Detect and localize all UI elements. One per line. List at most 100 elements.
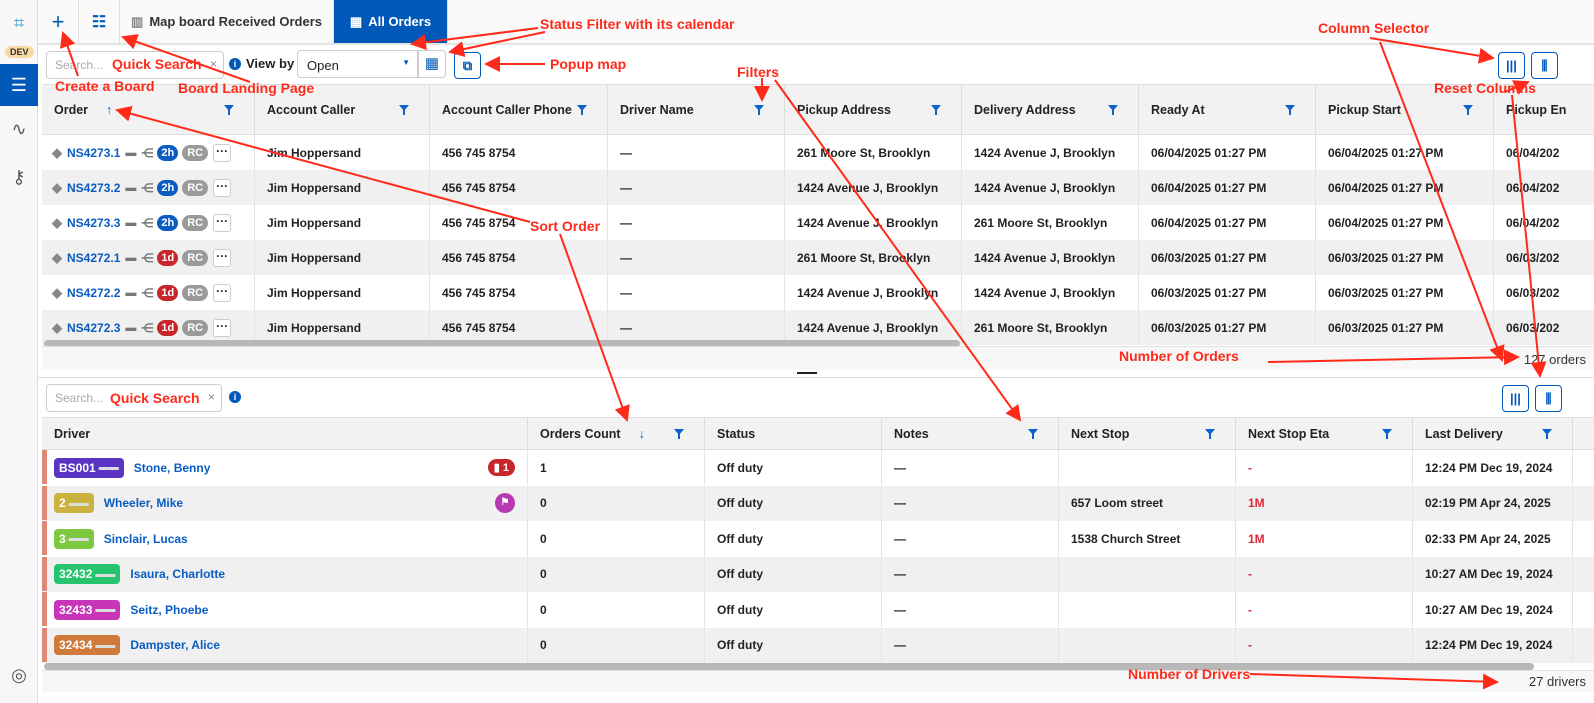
table-row[interactable]: 32434 ▬▬ Dampster, Alice 0 Off duty — -12:24 P… [42,627,1594,663]
driver-link[interactable]: Seitz, Phoebe [130,602,209,617]
sort-descending-icon[interactable]: ↓ [638,426,645,441]
split-icon: ⋲ [141,180,154,195]
filter-icon[interactable] [399,104,409,115]
filter-icon[interactable] [224,104,234,115]
filter-icon[interactable] [577,104,587,115]
table-row[interactable]: ◆ NS4273.1 ▬ ⋲ 2h RC ··· Jim Hoppersand 456 745 … [42,135,1594,170]
annotation-number-of-drivers: Number of Drivers [1128,666,1251,682]
column-header-label: Driver Name [620,102,694,117]
reset-columns-button[interactable]: ⫼ [1535,385,1562,412]
info-icon[interactable]: i [229,58,241,70]
column-header-1[interactable]: Orders Count ↓ [528,418,705,449]
view-by-select[interactable]: Open ▼ [297,50,418,78]
order-link[interactable]: NS4272.1 [67,250,121,265]
more-actions-button[interactable]: ··· [213,318,232,337]
ready-cell: 06/03/2025 01:27 PM [1139,310,1316,345]
order-link[interactable]: NS4273.3 [67,215,121,230]
column-header-6[interactable]: Last Delivery [1413,418,1573,449]
table-row[interactable]: 32432 ▬▬ Isaura, Charlotte 0 Off duty — -10:27… [42,556,1594,592]
car-icon: ▬▬ [95,568,116,580]
status-cell: Off duty [705,521,882,556]
column-header-3[interactable]: Driver Name [608,85,785,134]
drivers-search-input[interactable]: Search... × [46,384,222,412]
table-row[interactable]: ◆ NS4273.3 ▬ ⋲ 2h RC ··· Jim Hoppersand 456 745 … [42,205,1594,240]
more-actions-button[interactable]: ··· [213,248,232,267]
car-icon: ▬▬ [95,639,116,651]
more-actions-button[interactable]: ··· [213,213,232,232]
route-icon[interactable]: ∿ [11,118,27,139]
column-header-0[interactable]: Driver [42,418,528,449]
filter-icon[interactable] [674,428,684,439]
reset-columns-button[interactable]: ⫼ [1531,52,1558,79]
filter-icon[interactable] [1285,104,1295,115]
clear-icon[interactable]: × [209,57,217,71]
column-header-2[interactable]: Status [705,418,882,449]
help-icon[interactable]: ◎ [11,664,27,685]
info-icon[interactable]: i [229,391,241,403]
order-link[interactable]: NS4273.2 [67,180,121,195]
table-row[interactable]: ◆ NS4272.1 ▬ ⋲ 1d RC ··· Jim Hoppersand 456 745 … [42,240,1594,275]
splitter-handle[interactable] [797,372,817,374]
table-row[interactable]: BS001 ▬▬ Stone, Benny ▮ 1 1 Off duty — -12:24 P… [42,450,1594,485]
driver-link[interactable]: Stone, Benny [133,460,211,475]
annotation-quick-search: Quick Search [112,56,202,72]
column-header-5[interactable]: Next Stop Eta [1236,418,1413,449]
more-actions-button[interactable]: ··· [213,283,232,302]
map-icon: ▥ [131,13,144,29]
tab-map-board[interactable]: ▥ Map board Received Orders [120,0,334,43]
column-header-4[interactable]: Next Stop [1059,418,1236,449]
order-link[interactable]: NS4272.2 [67,285,121,300]
vehicle-code: 32432 [59,567,93,581]
board-landing-button[interactable]: ☷ [79,0,120,43]
column-header-2[interactable]: Account Caller Phone [430,85,608,134]
column-selector-button[interactable]: ||| [1502,385,1529,412]
driver-link[interactable]: Isaura, Charlotte [130,567,226,581]
table-row[interactable]: ◆ NS4272.2 ▬ ⋲ 1d RC ··· Jim Hoppersand 456 745 … [42,275,1594,310]
popup-map-button[interactable]: ⧉ [454,52,481,79]
drivers-scrollbar[interactable] [44,663,1534,670]
column-selector-button[interactable]: ||| [1498,52,1525,79]
order-link[interactable]: NS4273.1 [67,145,121,160]
filter-icon[interactable] [1382,428,1392,439]
filter-icon[interactable] [1028,428,1038,439]
column-header-5[interactable]: Delivery Address [962,85,1139,134]
notes-cell: — [882,450,1059,485]
filter-icon[interactable] [1542,428,1552,439]
board-icon[interactable]: ☰ [0,64,38,106]
filter-icon[interactable] [1108,104,1118,115]
orders-scrollbar[interactable] [44,340,960,346]
driver-link[interactable]: Wheeler, Mike [103,496,184,510]
next-stop-cell: 657 Loom street [1059,485,1236,521]
driver-link[interactable]: Dampster, Alice [130,638,220,652]
sort-ascending-icon[interactable]: ↑ [106,102,113,117]
table-row[interactable]: ◆ NS4273.2 ▬ ⋲ 2h RC ··· Jim Hoppersand 456 745 … [42,170,1594,205]
tab-all-orders[interactable]: ▦ All Orders [334,0,448,43]
filter-icon[interactable] [931,104,941,115]
table-row[interactable]: 3 ▬▬ Sinclair, Lucas 0 Off duty —1538 Church … [42,521,1594,556]
column-header-3[interactable]: Notes [882,418,1059,449]
column-header-4[interactable]: Pickup Address [785,85,962,134]
driver-link[interactable]: Sinclair, Lucas [103,531,188,546]
filter-icon[interactable] [754,104,764,115]
table-row[interactable]: 2 ▬▬ Wheeler, Mike ⚑ 0 Off duty —657 Loom stre… [42,485,1594,521]
clear-icon[interactable]: × [207,390,215,404]
order-link[interactable]: NS4272.3 [67,320,121,335]
column-header-label: Driver [54,426,91,441]
key-icon[interactable]: ⚷ [12,166,26,187]
table-row[interactable]: 32433 ▬▬ Seitz, Phoebe 0 Off duty — -10:27 AM … [42,592,1594,627]
column-header-6[interactable]: Ready At [1139,85,1316,134]
pickup-cell: 1424 Avenue J, Brooklyn [785,275,962,310]
orders-indicator: ▮ 1 [487,459,515,476]
create-board-button[interactable]: + [38,0,79,43]
driver-cell: 32434 ▬▬ Dampster, Alice [42,627,528,663]
more-actions-button[interactable]: ··· [213,178,232,197]
vehicle-code: 3 [59,531,66,546]
caller-cell: Jim Hoppersand [255,310,430,345]
more-actions-button[interactable]: ··· [213,143,232,162]
calendar-button[interactable]: ▦ [418,50,446,78]
filter-icon[interactable] [1205,428,1215,439]
annotation-board-landing: Board Landing Page [178,80,315,96]
driver-cell: 3 ▬▬ Sinclair, Lucas [42,521,528,556]
filter-icon[interactable] [1463,104,1473,115]
annotation-popup-map: Popup map [550,56,627,72]
